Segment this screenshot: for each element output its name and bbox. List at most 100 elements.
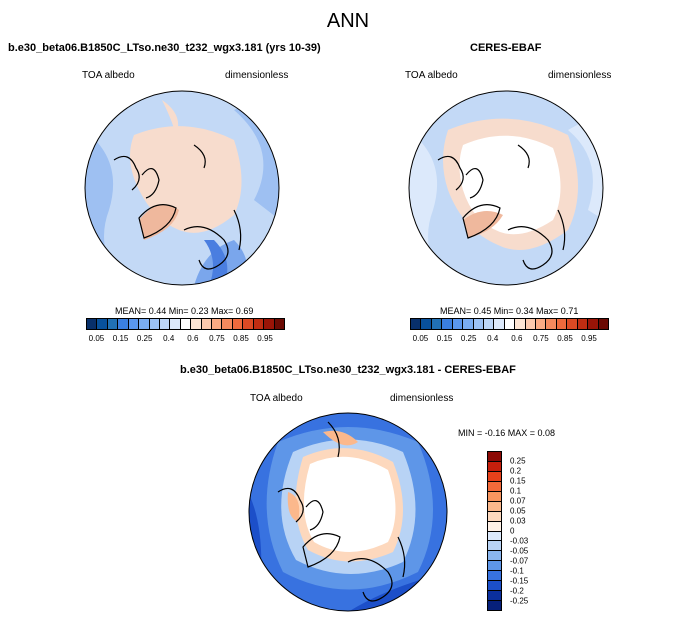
panel3-stats: MIN = -0.16 MAX = 0.08 [458, 428, 556, 438]
panel2-colorbar-labels: 0.05 0.15 0.25 0.4 0.6 0.75 0.85 0.95 [410, 334, 609, 344]
colorbar-swatch [264, 319, 275, 329]
colorbar-swatch [128, 319, 140, 329]
colorbar-swatch [442, 319, 453, 329]
colorbar-swatch [488, 581, 501, 592]
colorbar-swatch [232, 319, 244, 329]
colorbar-tick-label: 0.25 [136, 334, 153, 343]
panel2-units: dimensionless [548, 70, 612, 81]
colorbar-swatch [159, 319, 171, 329]
colorbar-swatch [488, 481, 501, 492]
colorbar-swatch [243, 319, 254, 329]
colorbar-swatch [431, 319, 443, 329]
colorbar-swatch [567, 319, 578, 329]
colorbar-swatch [488, 461, 501, 472]
colorbar-swatch [488, 491, 501, 502]
panel3-units: dimensionless [390, 393, 454, 404]
colorbar-tick-label: -0.1 [510, 566, 524, 576]
colorbar-swatch [421, 319, 432, 329]
colorbar-swatch [546, 319, 557, 329]
colorbar-swatch [180, 319, 192, 329]
colorbar-swatch [139, 319, 150, 329]
colorbar-tick-label: 0.4 [163, 334, 175, 343]
colorbar-swatch [494, 319, 505, 329]
colorbar-tick-label: -0.05 [510, 546, 529, 556]
panel1-variable: TOA albedo [82, 70, 135, 81]
colorbar-tick-label: 0.15 [510, 476, 526, 486]
colorbar-tick-label: 0.6 [511, 334, 523, 343]
panel3-title: b.e30_beta06.B1850C_LTso.ne30_t232_wgx3.… [180, 364, 516, 376]
colorbar-tick-label: -0.07 [510, 556, 529, 566]
panel1-stats: MEAN= 0.44 Min= 0.23 Max= 0.69 [115, 306, 254, 316]
colorbar-swatch [212, 319, 223, 329]
colorbar-tick-label: 0.6 [187, 334, 199, 343]
colorbar-swatch [488, 561, 501, 572]
panel2-polar-map [408, 90, 604, 286]
colorbar-swatch [488, 541, 501, 552]
colorbar-tick-label: 0.75 [209, 334, 225, 343]
panel3-variable: TOA albedo [250, 393, 303, 404]
colorbar-swatch [222, 319, 233, 329]
colorbar-swatch [536, 319, 547, 329]
colorbar-tick-label: 0.05 [412, 334, 429, 343]
colorbar-swatch [504, 319, 516, 329]
colorbar-swatch [274, 319, 285, 329]
panel2-title: CERES-EBAF [470, 42, 542, 54]
colorbar-tick-label: 0.85 [233, 334, 249, 343]
colorbar-swatch [488, 471, 501, 482]
colorbar-swatch [170, 319, 181, 329]
colorbar-swatch [488, 531, 501, 542]
colorbar-swatch [488, 501, 501, 512]
colorbar-tick-label: 0.25 [460, 334, 477, 343]
colorbar-tick-label: 0.25 [510, 456, 526, 466]
colorbar-tick-label: 0.15 [436, 334, 453, 343]
panel3-colorbar [487, 451, 502, 611]
colorbar-swatch [463, 319, 474, 329]
colorbar-tick-label: 0.1 [510, 486, 522, 496]
colorbar-swatch [97, 319, 108, 329]
colorbar-swatch [191, 319, 202, 329]
colorbar-swatch [525, 319, 537, 329]
colorbar-tick-label: -0.2 [510, 586, 524, 596]
colorbar-swatch [598, 319, 609, 329]
colorbar-tick-label: -0.25 [510, 596, 529, 606]
colorbar-swatch [253, 319, 265, 329]
panel1-colorbar [86, 318, 285, 330]
panel1-polar-map [84, 90, 280, 286]
colorbar-tick-label: 0.4 [487, 334, 499, 343]
colorbar-swatch [201, 319, 213, 329]
colorbar-tick-label: 0.15 [112, 334, 129, 343]
colorbar-swatch [473, 319, 484, 329]
colorbar-swatch [107, 319, 119, 329]
season-title: ANN [326, 10, 370, 32]
colorbar-tick-label: 0.03 [510, 516, 526, 526]
colorbar-swatch [488, 601, 501, 610]
colorbar-tick-label: 0.95 [257, 334, 273, 343]
colorbar-tick-label: 0.07 [510, 496, 526, 506]
colorbar-swatch [488, 551, 501, 562]
colorbar-swatch [118, 319, 129, 329]
colorbar-swatch [515, 319, 526, 329]
colorbar-tick-label: 0 [510, 526, 515, 536]
colorbar-tick-label: 0.95 [581, 334, 597, 343]
panel3-polar-map [248, 412, 448, 612]
colorbar-swatch [588, 319, 599, 329]
colorbar-swatch [87, 319, 98, 329]
colorbar-swatch [488, 511, 501, 522]
colorbar-swatch [483, 319, 495, 329]
colorbar-swatch [488, 452, 501, 462]
panel2-variable: TOA albedo [405, 70, 458, 81]
panel1-title: b.e30_beta06.B1850C_LTso.ne30_t232_wgx3.… [8, 42, 321, 54]
panel2-stats: MEAN= 0.45 Min= 0.34 Max= 0.71 [440, 306, 579, 316]
colorbar-tick-label: 0.05 [510, 506, 526, 516]
panel1-colorbar-labels: 0.05 0.15 0.25 0.4 0.6 0.75 0.85 0.95 [86, 334, 285, 344]
colorbar-swatch [556, 319, 568, 329]
colorbar-swatch [411, 319, 422, 329]
colorbar-swatch [577, 319, 589, 329]
colorbar-swatch [488, 571, 501, 582]
colorbar-swatch [452, 319, 464, 329]
colorbar-tick-label: 0.75 [533, 334, 549, 343]
panel2-colorbar [410, 318, 609, 330]
colorbar-swatch [488, 521, 501, 532]
colorbar-swatch [149, 319, 160, 329]
colorbar-tick-label: -0.15 [510, 576, 529, 586]
